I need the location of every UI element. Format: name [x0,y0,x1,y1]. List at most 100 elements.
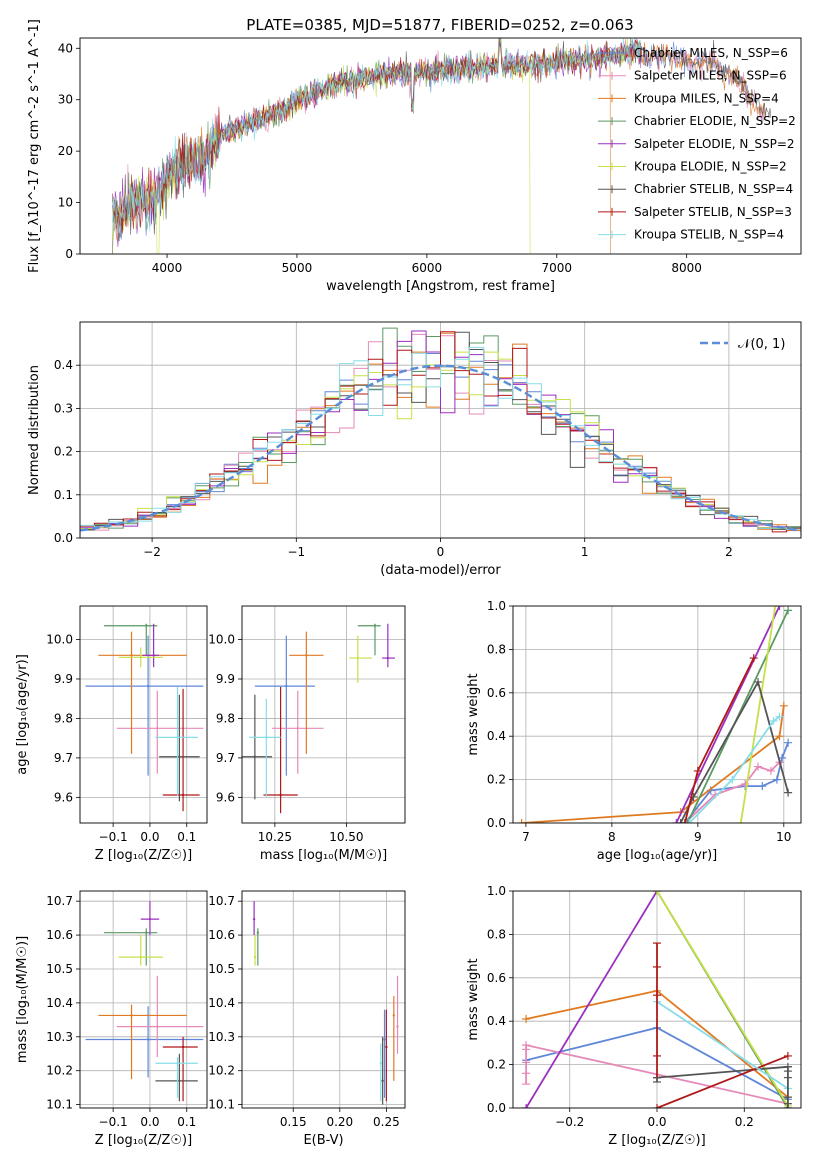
axes-frame [241,890,406,1109]
y-tick-label: 10.0 [208,633,235,647]
point-chabrier_miles [285,684,288,688]
point-chabrier_elodie [145,931,148,934]
y-tick-label: 10 [58,196,73,210]
point-kroupa_elodie [139,955,142,959]
point-salpeter_miles [156,727,159,730]
y-tick-label: 20 [58,144,73,158]
weight-line-kroupa_stelib [656,1000,789,1090]
legend-label-salpeter_stelib: Salpeter STELIB, N_SSP=3 [634,205,792,219]
x-tick-label: −0.1 [99,830,128,844]
x-axis-label: Z [log₁₀(Z/Z☉)] [95,1133,192,1148]
y-axis-label: Flux [f_λ10^-17 erg cm^-2 s^-1 A^-1] [27,19,42,273]
point-kroupa_stelib [379,1062,382,1065]
weight-marker-salpeter_stelib [680,819,689,823]
x-tick-label: 0.20 [326,1115,353,1129]
x-axis-label: E(B-V) [303,1133,343,1148]
y-tick-label: 10.1 [208,1098,235,1112]
weight-marker-salpeter_stelib [749,654,758,663]
x-tick-label: 0 [437,545,445,559]
weight-marker-salpeter_elodie [672,819,681,823]
y-tick-label: 0.0 [54,531,73,545]
point-salpeter_stelib [385,1045,388,1049]
age_vs_mass-axes: 10.25 10.50 9.6 9.7 9.8 9.9 10.0 mass [log₁₀(M/… [208,605,406,863]
weight-marker-kroupa_miles [517,819,526,823]
point-kroupa_stelib [176,736,179,739]
y-tick-label: 10.3 [208,1030,235,1044]
point-kroupa_miles [130,1014,133,1017]
x-tick-label: 0.25 [373,1115,400,1129]
x-tick-label: 8000 [671,261,702,275]
weight-marker-kroupa_miles [779,701,788,710]
weight_vs_Z-axes: −0.2 0.0 0.2 0.0 0.2 0.4 0.6 0.8 1.0 Z [log₁₀(Z/Z… [466,884,802,1148]
x-tick-label: 1 [581,545,589,559]
weight-line-salpeter_elodie [525,891,658,1108]
point-salpeter_miles [396,1025,399,1028]
point-chabrier_elodie [256,931,260,934]
weight-line-salpeter_miles [684,761,781,823]
y-tick-label: 10.2 [208,1064,235,1078]
spectrum-line-kroupa_stelib [112,38,642,236]
x-axis-label: Z [log₁₀(Z/Z☉)] [608,1133,705,1148]
point-kroupa_miles [392,1014,396,1017]
legend-label-chabrier_stelib: Chabrier STELIB, N_SSP=4 [634,182,793,196]
y-tick-label: 10.6 [208,928,235,942]
x-tick-label: 2 [725,545,733,559]
weight-marker-chabrier_miles [772,775,781,784]
y-tick-label: 10.0 [46,633,73,647]
y-tick-label: 10.7 [208,894,235,908]
y-tick-label: 0.0 [487,816,506,830]
point-kroupa_stelib [176,1062,179,1065]
x-axis-label: Z [log₁₀(Z/Z☉)] [95,848,192,863]
mass_vs_Z-axes: −0.1 0.0 0.1 10.1 10.2 10.3 10.4 10.5 10.6 10.7 Z … [15,890,208,1148]
weight-marker-kroupa_elodie [736,819,745,823]
point-chabrier_miles [146,684,150,688]
x-tick-label: 0.0 [140,830,159,844]
y-tick-label: 9.8 [54,711,73,725]
weight-marker-chabrier_elodie [784,606,793,615]
x-tick-label: −0.2 [555,1115,584,1129]
axes-frame [79,37,802,255]
y-axis-label: mass weight [466,673,481,755]
x-tick-label: 0.1 [177,830,196,844]
weight-marker-chabrier_elodie [683,819,692,823]
mass_vs_ebv-plot-area [242,891,405,1108]
weight-line-chabrier_stelib [656,1065,788,1079]
y-tick-label: 0.4 [487,729,506,743]
weight-marker-salpeter_stelib [783,1051,792,1060]
weight-marker-salpeter_miles [766,766,775,775]
point-salpeter_elodie [252,917,256,921]
y-tick-label: 30 [58,93,73,107]
y-tick-label: 0 [65,247,73,261]
weight-line-kroupa_stelib [688,715,781,823]
y-axis-label: mass [log₁₀(M/M☉)] [15,936,30,1063]
x-axis-label: mass [log₁₀(M/M☉)] [260,848,387,863]
y-tick-label: 1.0 [487,884,506,898]
y-tick-label: 0.4 [487,1014,506,1028]
x-tick-label: 10 [776,830,791,844]
y-tick-label: 9.7 [216,751,235,765]
legend-label-kroupa_miles: Kroupa MILES, N_SSP=4 [634,91,779,105]
weight-line-kroupa_elodie [656,891,789,1107]
y-tick-label: 10.3 [46,1030,73,1044]
point-salpeter_elodie [148,917,152,921]
x-tick-label: 7 [522,830,530,844]
x-axis-label: wavelength [Angstrom, rest frame] [326,279,555,294]
point-chabrier_miles [146,1038,150,1041]
axes-frame [79,605,208,824]
weight-marker-chabrier_miles [784,738,793,747]
legend-label-kroupa_elodie: Kroupa ELODIE, N_SSP=2 [634,160,787,174]
legend-label-salpeter_miles: Salpeter MILES, N_SSP=6 [634,69,787,83]
spectrum-legend: Chabrier MILES, N_SSP=6 Salpeter MILES, N… [598,46,796,242]
weight-marker-kroupa_stelib [728,775,737,784]
weight_vs_age-plot-area [513,606,801,823]
point-kroupa_miles [130,654,133,657]
point-kroupa_stelib [265,736,268,739]
y-tick-label: 9.9 [216,672,235,686]
weight-marker-kroupa_stelib [769,717,778,726]
weight-marker-salpeter_miles [754,762,763,771]
y-tick-label: 9.6 [54,790,73,804]
y-tick-label: 10.2 [46,1064,73,1078]
x-tick-label: 0.2 [735,1115,754,1129]
point-kroupa_elodie [139,656,142,659]
